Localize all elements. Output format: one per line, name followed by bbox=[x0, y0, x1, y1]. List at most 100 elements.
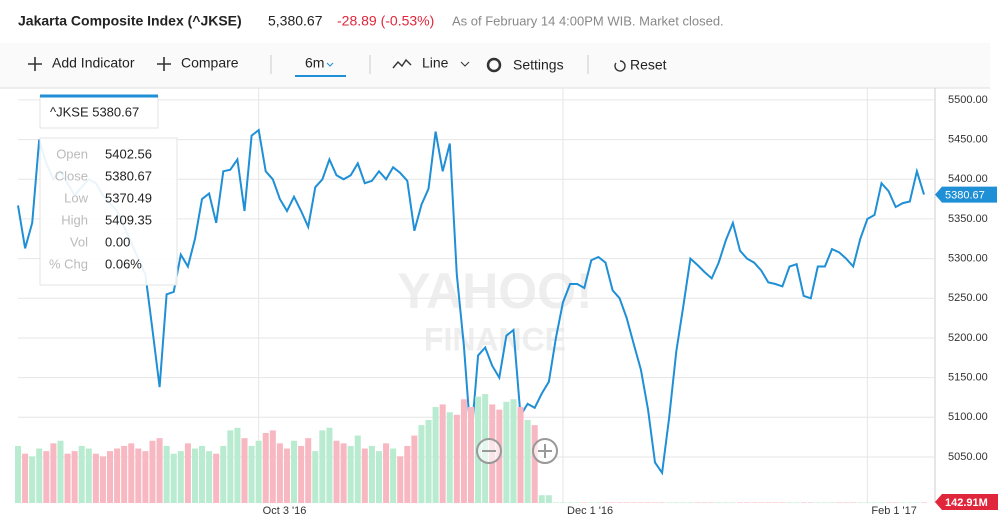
tooltip-label: Open bbox=[56, 146, 88, 161]
toolbar bbox=[0, 43, 990, 88]
volume-bar bbox=[545, 495, 552, 503]
price-tag bbox=[935, 186, 997, 203]
volume-bar bbox=[722, 502, 729, 503]
volume-bar bbox=[404, 445, 411, 503]
volume-bar bbox=[446, 412, 453, 503]
volume-bar bbox=[680, 502, 687, 503]
volume-bar bbox=[375, 451, 382, 503]
volume-bar bbox=[319, 430, 326, 503]
watermark: YAHOO! bbox=[397, 263, 592, 319]
volume-bar bbox=[779, 502, 786, 503]
tooltip bbox=[39, 137, 178, 286]
volume-bar bbox=[588, 502, 595, 503]
tooltip-label: High bbox=[61, 212, 88, 227]
volume-bar bbox=[652, 502, 659, 503]
caret bbox=[460, 61, 470, 67]
volume-bar bbox=[871, 502, 878, 503]
volume-bar bbox=[50, 443, 57, 503]
volume-bar bbox=[637, 502, 644, 503]
volume-bar bbox=[906, 502, 913, 503]
volume-bar bbox=[361, 448, 368, 503]
volume-bar bbox=[99, 456, 106, 503]
plus-icon bbox=[538, 444, 552, 458]
volume-bar bbox=[892, 502, 899, 503]
volume-bar bbox=[85, 448, 92, 503]
volume-bar bbox=[43, 451, 50, 503]
range[interactable]: 6m bbox=[305, 55, 324, 71]
compare[interactable]: Compare bbox=[181, 55, 239, 71]
x-tick-label: Feb 1 '17 bbox=[871, 505, 917, 517]
price-tag-label: 5380.67 bbox=[945, 189, 985, 201]
volume-bar bbox=[248, 445, 255, 503]
volume-bar bbox=[595, 502, 602, 503]
y-tick-label: 5350.00 bbox=[948, 213, 988, 225]
volume-bar bbox=[262, 432, 269, 503]
reset-icon bbox=[614, 60, 626, 72]
volume-bar bbox=[531, 425, 538, 503]
volume-bar bbox=[121, 445, 128, 503]
tooltip-value: 0.00 bbox=[105, 234, 130, 249]
status: As of February 14 4:00PM WIB. Market clo… bbox=[452, 13, 724, 28]
volume-bar bbox=[163, 445, 170, 503]
index-title: Jakarta Composite Index (^JKSE) bbox=[18, 13, 242, 29]
volume-bar bbox=[107, 451, 114, 503]
volume-bar bbox=[602, 502, 609, 503]
volume-bar bbox=[524, 420, 531, 503]
volume-bar bbox=[255, 440, 262, 503]
volume-bar bbox=[340, 443, 347, 503]
volume-bar bbox=[368, 445, 375, 503]
volume-bar bbox=[744, 502, 751, 503]
volume-bar bbox=[885, 502, 892, 503]
volume-bar bbox=[574, 502, 581, 503]
tooltip-label: Close bbox=[55, 168, 88, 183]
volume-bar bbox=[623, 502, 630, 503]
volume-bar bbox=[418, 425, 425, 503]
volume-bar bbox=[191, 448, 198, 503]
volume-bar bbox=[298, 445, 305, 503]
y-tick-label: 5300.00 bbox=[948, 253, 988, 265]
add-indicator[interactable]: Add Indicator bbox=[52, 55, 135, 71]
volume-bar bbox=[772, 502, 779, 503]
volume-bar bbox=[510, 399, 517, 503]
volume-bar bbox=[14, 445, 22, 503]
volume-bar bbox=[800, 502, 807, 503]
line-icon bbox=[392, 58, 412, 69]
volume-bar bbox=[234, 427, 241, 503]
volume-bar bbox=[616, 502, 623, 503]
settings[interactable]: Settings bbox=[513, 57, 564, 73]
volume-bar bbox=[864, 502, 871, 503]
volume-bar bbox=[751, 502, 758, 503]
volume-bar bbox=[899, 502, 906, 503]
volume-bar bbox=[347, 445, 354, 503]
tooltip-label: % Chg bbox=[49, 256, 88, 271]
volume-bar bbox=[425, 420, 432, 503]
volume-bar bbox=[64, 453, 71, 503]
volume-bar bbox=[758, 502, 765, 503]
volume-bar bbox=[644, 502, 651, 503]
volume-bar bbox=[269, 430, 276, 503]
y-tick-label: 5100.00 bbox=[948, 411, 988, 423]
volume-bar bbox=[821, 502, 828, 503]
volume-bar bbox=[920, 502, 928, 503]
volume-bar bbox=[57, 440, 64, 503]
plus-icon bbox=[157, 57, 171, 71]
volume-bar bbox=[913, 502, 920, 503]
y-tick-label: 5050.00 bbox=[948, 451, 988, 463]
volume-bar bbox=[467, 407, 475, 503]
volume-bar bbox=[666, 502, 673, 503]
volume-bar bbox=[552, 502, 559, 503]
volume-bar bbox=[128, 443, 135, 503]
gear-icon bbox=[486, 57, 502, 73]
tooltip-value: 5402.56 bbox=[105, 146, 152, 161]
volume-bar bbox=[765, 502, 772, 503]
volume-tag bbox=[935, 494, 998, 510]
tooltip-value: 5370.49 bbox=[105, 190, 152, 205]
volume-bar bbox=[793, 502, 800, 503]
chart-type[interactable]: Line bbox=[422, 55, 449, 71]
volume-bar bbox=[149, 440, 156, 503]
volume-bar bbox=[517, 407, 524, 503]
volume-bar bbox=[828, 502, 835, 503]
reset[interactable]: Reset bbox=[630, 57, 667, 73]
